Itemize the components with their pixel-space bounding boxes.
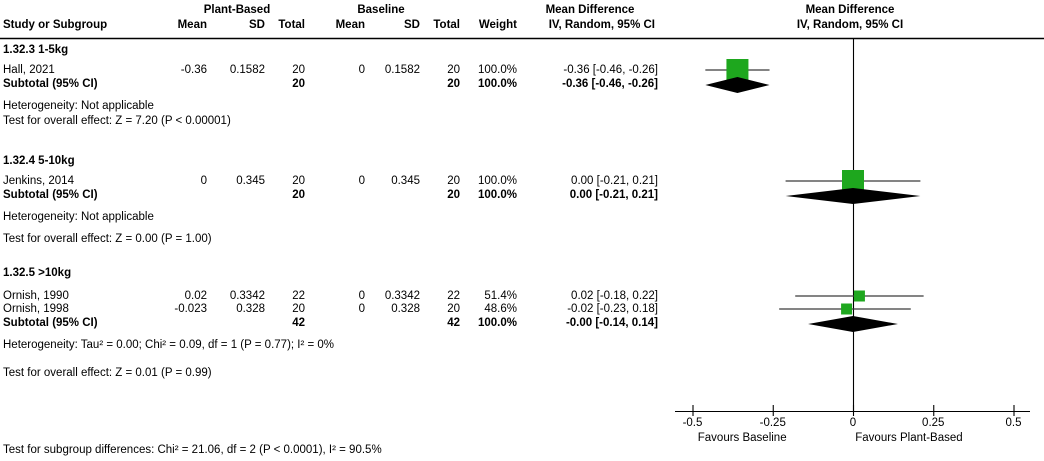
ci-column-header: IV, Random, 95% CI xyxy=(548,19,655,31)
subgroup-title: 1.32.3 1-5kg xyxy=(3,44,69,56)
study-total1: 20 xyxy=(292,303,305,315)
subtotal-diamond xyxy=(785,188,921,204)
axis-tick-label: 0.25 xyxy=(922,417,945,429)
subtotal-weight: 100.0% xyxy=(477,189,517,201)
study-sd2: 0.328 xyxy=(391,303,420,315)
subtotal-total-baseline: 20 xyxy=(447,189,460,201)
study-weight: 51.4% xyxy=(484,290,517,302)
axis-tick-label: 0.5 xyxy=(1005,417,1022,429)
study-sd1: 0.3342 xyxy=(229,290,265,302)
study-mean2: 0 xyxy=(358,303,365,315)
study-mean2: 0 xyxy=(358,175,365,187)
heterogeneity-text: Heterogeneity: Tau² = 0.00; Chi² = 0.09,… xyxy=(3,339,335,351)
study-total1: 20 xyxy=(292,175,305,187)
subtotal-total-plant: 42 xyxy=(292,317,305,329)
study-label: Ornish, 1998 xyxy=(3,303,69,315)
favours-plantbased-label: Favours Plant-Based xyxy=(855,432,963,444)
md-plot-header: Mean Difference xyxy=(805,4,895,16)
baseline-group-header: Baseline xyxy=(357,4,405,16)
overall-effect-text: Test for overall effect: Z = 0.01 (P = 0… xyxy=(3,367,212,379)
subgroup-difference-test: Test for subgroup differences: Chi² = 21… xyxy=(3,444,382,456)
study-sd1: 0.328 xyxy=(236,303,265,315)
effect-square-marker xyxy=(726,59,749,81)
favours-baseline-label: Favours Baseline xyxy=(697,432,787,444)
subtotal-label: Subtotal (95% CI) xyxy=(3,189,98,201)
subtotal-ci-text: -0.00 [-0.14, 0.14] xyxy=(565,317,658,329)
md-column-header: Mean Difference xyxy=(545,4,635,16)
study-weight: 100.0% xyxy=(477,175,517,187)
heterogeneity-text: Heterogeneity: Not applicable xyxy=(3,211,154,223)
study-mean1: -0.36 xyxy=(180,64,207,76)
study-sd2: 0.345 xyxy=(391,175,420,187)
subtotal-weight: 100.0% xyxy=(477,317,517,329)
effect-square-marker xyxy=(841,303,853,315)
plant-total-header: Total xyxy=(278,19,305,31)
weight-column-header: Weight xyxy=(478,19,517,31)
study-total2: 22 xyxy=(447,290,460,302)
baseline-sd-header: SD xyxy=(404,19,420,31)
subtotal-total-baseline: 42 xyxy=(447,317,460,329)
study-mean2: 0 xyxy=(358,64,365,76)
ci-plot-header: IV, Random, 95% CI xyxy=(796,19,904,31)
plant-mean-header: Mean xyxy=(177,19,207,31)
study-ci-text: 0.00 [-0.21, 0.21] xyxy=(571,175,658,187)
subgroup-title: 1.32.4 5-10kg xyxy=(3,155,75,167)
study-total2: 20 xyxy=(447,64,460,76)
study-ci-text: -0.36 [-0.46, -0.26] xyxy=(563,64,658,76)
study-sd1: 0.1582 xyxy=(229,64,265,76)
study-sd1: 0.345 xyxy=(236,175,265,187)
effect-square-marker xyxy=(853,290,865,302)
axis-tick-label: -0.25 xyxy=(759,417,786,429)
study-ci-text: -0.02 [-0.23, 0.18] xyxy=(567,303,658,315)
baseline-total-header: Total xyxy=(433,19,460,31)
overall-effect-text: Test for overall effect: Z = 7.20 (P < 0… xyxy=(3,115,231,127)
study-label: Jenkins, 2014 xyxy=(3,175,74,187)
study-total1: 22 xyxy=(292,290,305,302)
study-weight: 48.6% xyxy=(484,303,517,315)
subtotal-ci-text: -0.36 [-0.46, -0.26] xyxy=(562,78,658,90)
subtotal-total-baseline: 20 xyxy=(447,78,460,90)
study-total1: 20 xyxy=(292,64,305,76)
axis-tick-label: -0.5 xyxy=(682,417,703,429)
study-total2: 20 xyxy=(447,303,460,315)
study-sd2: 0.3342 xyxy=(384,290,420,302)
plant-group-header: Plant-Based xyxy=(203,4,271,16)
subtotal-total-plant: 20 xyxy=(292,189,305,201)
subtotal-label: Subtotal (95% CI) xyxy=(3,317,98,329)
study-total2: 20 xyxy=(447,175,460,187)
plant-sd-header: SD xyxy=(249,19,265,31)
study-label: Ornish, 1990 xyxy=(3,290,69,302)
study-label: Hall, 2021 xyxy=(3,64,55,76)
overall-effect-text: Test for overall effect: Z = 0.00 (P = 1… xyxy=(3,233,212,245)
study-mean1: 0 xyxy=(200,175,207,187)
subtotal-weight: 100.0% xyxy=(477,78,517,90)
study-column-header: Study or Subgroup xyxy=(3,19,108,31)
study-weight: 100.0% xyxy=(477,64,517,76)
effect-square-marker xyxy=(842,170,864,192)
subtotal-diamond xyxy=(808,316,898,332)
subtotal-total-plant: 20 xyxy=(292,78,305,90)
study-mean1: -0.023 xyxy=(174,303,207,315)
study-ci-text: 0.02 [-0.18, 0.22] xyxy=(571,290,658,302)
study-mean2: 0 xyxy=(358,290,365,302)
study-sd2: 0.1582 xyxy=(384,64,420,76)
axis-tick-label: 0 xyxy=(849,417,857,429)
subtotal-label: Subtotal (95% CI) xyxy=(3,78,98,90)
subtotal-diamond xyxy=(705,77,770,93)
study-mean1: 0.02 xyxy=(184,290,207,302)
subgroup-title: 1.32.5 >10kg xyxy=(3,267,72,279)
heterogeneity-text: Heterogeneity: Not applicable xyxy=(3,100,154,112)
subtotal-ci-text: 0.00 [-0.21, 0.21] xyxy=(569,189,658,201)
baseline-mean-header: Mean xyxy=(335,19,365,31)
